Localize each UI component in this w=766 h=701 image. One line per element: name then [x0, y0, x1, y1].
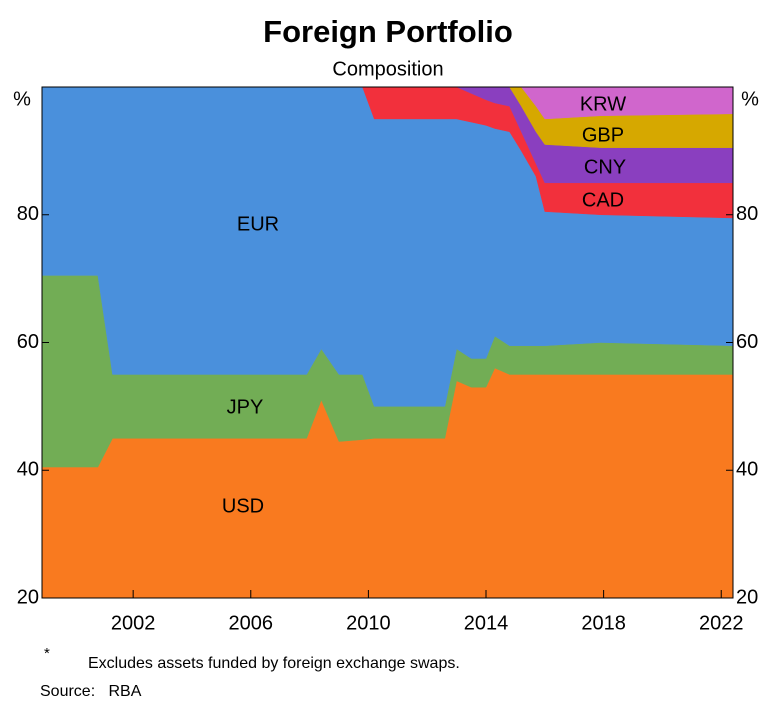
- y-tick-label-right: 80: [736, 203, 758, 225]
- y-tick-label: 20: [17, 586, 39, 608]
- footnote-marker: *: [44, 645, 50, 662]
- area: [42, 87, 733, 219]
- series-label: EUR: [237, 213, 279, 235]
- series-label: GBP: [582, 124, 624, 146]
- series-label: USD: [222, 495, 264, 517]
- x-tick-label: 2022: [699, 612, 744, 634]
- series-label: KRW: [580, 93, 626, 115]
- plot-area: [42, 87, 733, 598]
- x-tick-label: 2018: [581, 612, 626, 634]
- x-tick-label: 2006: [229, 612, 274, 634]
- chart-subtitle: Composition: [332, 58, 443, 80]
- series-label: JPY: [227, 396, 264, 418]
- y-tick-label: 80: [17, 203, 39, 225]
- area: [42, 87, 733, 148]
- footnote: Excludes assets funded by foreign exchan…: [88, 655, 460, 672]
- y-unit-right: %: [741, 88, 759, 110]
- chart-title: Foreign Portfolio: [263, 14, 513, 49]
- y-tick-label: 60: [17, 331, 39, 353]
- y-tick-label-right: 40: [736, 459, 758, 481]
- area: [42, 87, 733, 184]
- series-label: CAD: [582, 189, 624, 211]
- y-unit-left: %: [13, 88, 31, 110]
- x-tick-label: 2010: [346, 612, 391, 634]
- x-tick-label: 2014: [464, 612, 509, 634]
- y-tick-label-right: 20: [736, 586, 758, 608]
- source: Source: RBA: [40, 683, 142, 700]
- area: [42, 87, 733, 120]
- x-tick-label: 2002: [111, 612, 156, 634]
- series-label: CNY: [584, 156, 626, 178]
- y-tick-label: 40: [17, 459, 39, 481]
- y-tick-label-right: 60: [736, 331, 758, 353]
